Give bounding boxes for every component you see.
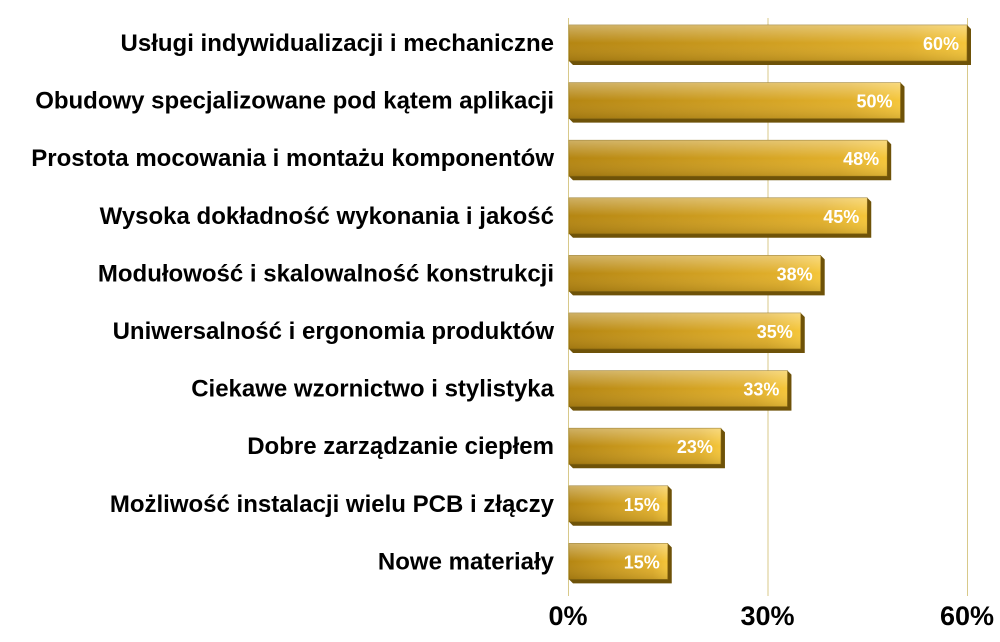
category-label-6: Ciekawe wzornictwo i stylistyka [191, 376, 554, 403]
data-label-3: 45% [823, 207, 859, 227]
bar-group-4: 38% [568, 255, 825, 296]
x-tick-label-0: 0% [548, 601, 587, 631]
bar-highlight-7 [569, 428, 721, 465]
data-label-9: 15% [624, 552, 660, 572]
bar-highlight-1 [569, 82, 901, 119]
data-label-8: 15% [624, 495, 660, 515]
data-label-0: 60% [923, 34, 959, 54]
category-label-8: Możliwość instalacji wielu PCB i złączy [110, 491, 555, 518]
data-label-5: 35% [757, 322, 793, 342]
category-labels: Usługi indywidualizacji i mechaniczne Obu… [31, 30, 554, 575]
category-label-9: Nowe materiały [378, 548, 555, 575]
bar-group-2: 48% [568, 139, 892, 181]
category-label-3: Wysoka dokładność wykonania i jakość [100, 203, 554, 230]
category-label-0: Usługi indywidualizacji i mechaniczne [121, 30, 554, 57]
bar-group-1: 50% [568, 82, 905, 123]
bar-group-3: 45% [568, 197, 872, 238]
data-label-2: 48% [843, 149, 879, 169]
bar-group-7: 23% [568, 427, 725, 469]
category-label-4: Modułowość i skalowalność konstrukcji [98, 260, 554, 287]
bar-highlight-2 [569, 140, 888, 177]
bar-highlight-3 [569, 197, 868, 234]
category-label-1: Obudowy specjalizowane pod kątem aplikac… [35, 88, 554, 115]
data-label-4: 38% [777, 264, 813, 284]
bar-group-9: 15% [568, 543, 672, 584]
x-tick-label-2: 60% [940, 601, 994, 631]
bar-group-0: 60% [568, 24, 971, 65]
bar-highlight-5 [569, 313, 801, 349]
data-label-6: 33% [743, 380, 779, 400]
bar-group-8: 15% [568, 485, 672, 526]
category-label-2: Prostota mocowania i montażu komponentów [31, 145, 554, 172]
data-label-7: 23% [677, 437, 713, 457]
bars: 60% 50% 48% 45% 38% 35% 33% 23% 15% 15% [568, 24, 971, 584]
bar-highlight-0 [569, 25, 967, 61]
category-label-7: Dobre zarządzanie ciepłem [247, 433, 554, 460]
bar-highlight-6 [569, 370, 788, 407]
x-tick-label-1: 30% [740, 601, 794, 631]
x-axis-tick-labels: 0% 30% 60% [548, 601, 994, 631]
data-label-1: 50% [856, 92, 892, 112]
category-label-5: Uniwersalność i ergonomia produktów [113, 318, 555, 345]
bar-highlight-8 [569, 485, 668, 522]
bar-highlight-4 [569, 255, 821, 292]
bar-group-6: 33% [568, 370, 792, 411]
bar-group-5: 35% [568, 312, 805, 353]
bar-highlight-9 [569, 543, 668, 580]
